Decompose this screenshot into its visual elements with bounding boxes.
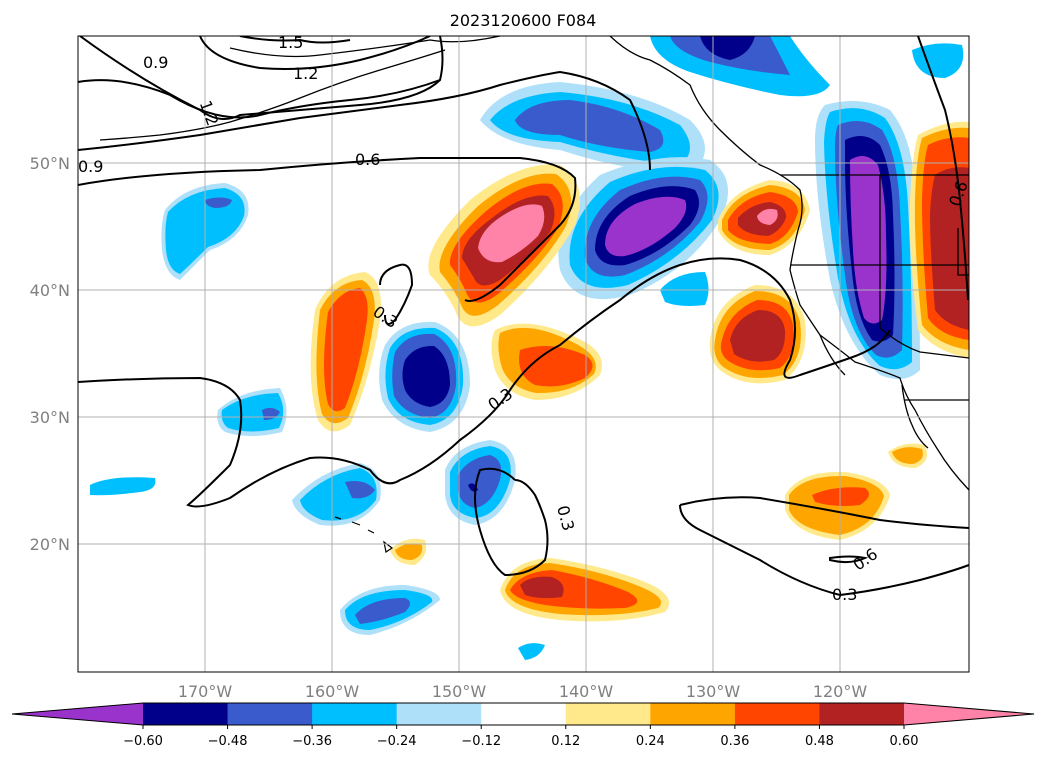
lon-label: 160°W (305, 682, 360, 701)
lat-label: 20°N (30, 535, 70, 554)
anomaly-135w-negative (660, 272, 709, 306)
colorbar-tick-label: 0.12 (551, 734, 580, 749)
contour-label: 1.2 (293, 64, 318, 83)
lat-label: 50°N (30, 154, 70, 173)
graticule (78, 36, 969, 672)
colorbar-extend-max (904, 703, 1034, 725)
anomaly-160w-positive (310, 272, 381, 432)
anomaly-east-positive (909, 121, 969, 358)
colorbar-segment (396, 703, 482, 725)
anomaly-small-cyan-ne (912, 43, 964, 78)
contour-label: 0.9 (143, 53, 168, 72)
colorbar-tick-label: 0.60 (890, 734, 919, 749)
contour-label: 0.9 (78, 157, 103, 176)
anomaly-small-cyan-south (518, 643, 545, 660)
anomaly-155w-15n-negative (340, 585, 440, 635)
anomaly-165w-30n-negative (217, 388, 287, 436)
coastlines (99, 36, 969, 491)
anomaly-hawaii-negative (292, 463, 381, 526)
colorbar-tick-label: −0.36 (292, 734, 332, 749)
anomaly-north-coast-negative (650, 36, 830, 97)
anomaly-175w-negative (90, 477, 156, 496)
anomaly-ne-pacific-strong-negative (558, 157, 728, 300)
contour-label: 0.6 (355, 150, 380, 169)
colorbar-segment (227, 703, 313, 725)
map-frame (77, 35, 970, 673)
colorbar-segment (143, 703, 229, 725)
lat-label: 30°N (30, 408, 70, 427)
colorbar-tick-label: −0.12 (461, 734, 501, 749)
colorbar-segment (565, 703, 651, 725)
hawaiian-islands (334, 516, 394, 553)
map-content: 0.9 1.2 1.5 1.2 0.6 0.9 0.3 0.3 0.3 0.6 … (78, 33, 972, 672)
anomaly-125w-45n-positive (718, 180, 810, 255)
lon-label: 130°W (686, 682, 741, 701)
colorbar-segment (481, 703, 567, 725)
colorbar-segment (734, 703, 820, 725)
colorbar-tick-label: −0.48 (208, 734, 248, 749)
colorbar-segment (312, 703, 398, 725)
colorbar-tick-label: −0.60 (123, 734, 163, 749)
colorbar-segment (819, 703, 905, 725)
longitude-labels: 170°W 160°W 150°W 140°W 130°W 120°W (178, 682, 868, 701)
colorbar-tick-label: −0.24 (377, 734, 417, 749)
colorbar-segment (650, 703, 736, 725)
colorbar-extend-min (12, 703, 143, 725)
map-title: 2023120600 F084 (450, 11, 597, 30)
contour-label: 0.3 (832, 585, 857, 604)
anomaly-baja-positive (888, 443, 928, 468)
anomaly-140w-15n-positive (500, 558, 670, 622)
anomaly-orange-subtropical (491, 323, 602, 400)
anomaly-west-us-strong-negative (815, 101, 920, 379)
colorbar-tick-label: 0.36 (720, 734, 749, 749)
anomaly-central-pacific-positive (428, 164, 580, 327)
latitude-labels: 50°N 40°N 30°N 20°N (30, 154, 70, 554)
colorbar: −0.60 −0.48 −0.36 −0.24 −0.12 0.12 0.24 0.36 0.4… (11, 702, 1035, 749)
colorbar-tick-label: 0.48 (805, 734, 834, 749)
lon-label: 170°W (178, 682, 233, 701)
anomaly-hawaii-positive (390, 538, 427, 565)
anomaly-155w-negative (379, 321, 470, 432)
lon-label: 150°W (432, 682, 487, 701)
anomaly-120w-22n-positive (785, 471, 890, 540)
lon-label: 140°W (559, 682, 614, 701)
lon-label: 120°W (813, 682, 868, 701)
contour-label: 0.6 (945, 178, 972, 208)
contour-lines (78, 36, 969, 597)
anomaly-128w-36n-positive (709, 285, 806, 384)
contour-label: 1.5 (278, 33, 303, 52)
colorbar-tick-label: 0.24 (636, 734, 665, 749)
lat-label: 40°N (30, 281, 70, 300)
